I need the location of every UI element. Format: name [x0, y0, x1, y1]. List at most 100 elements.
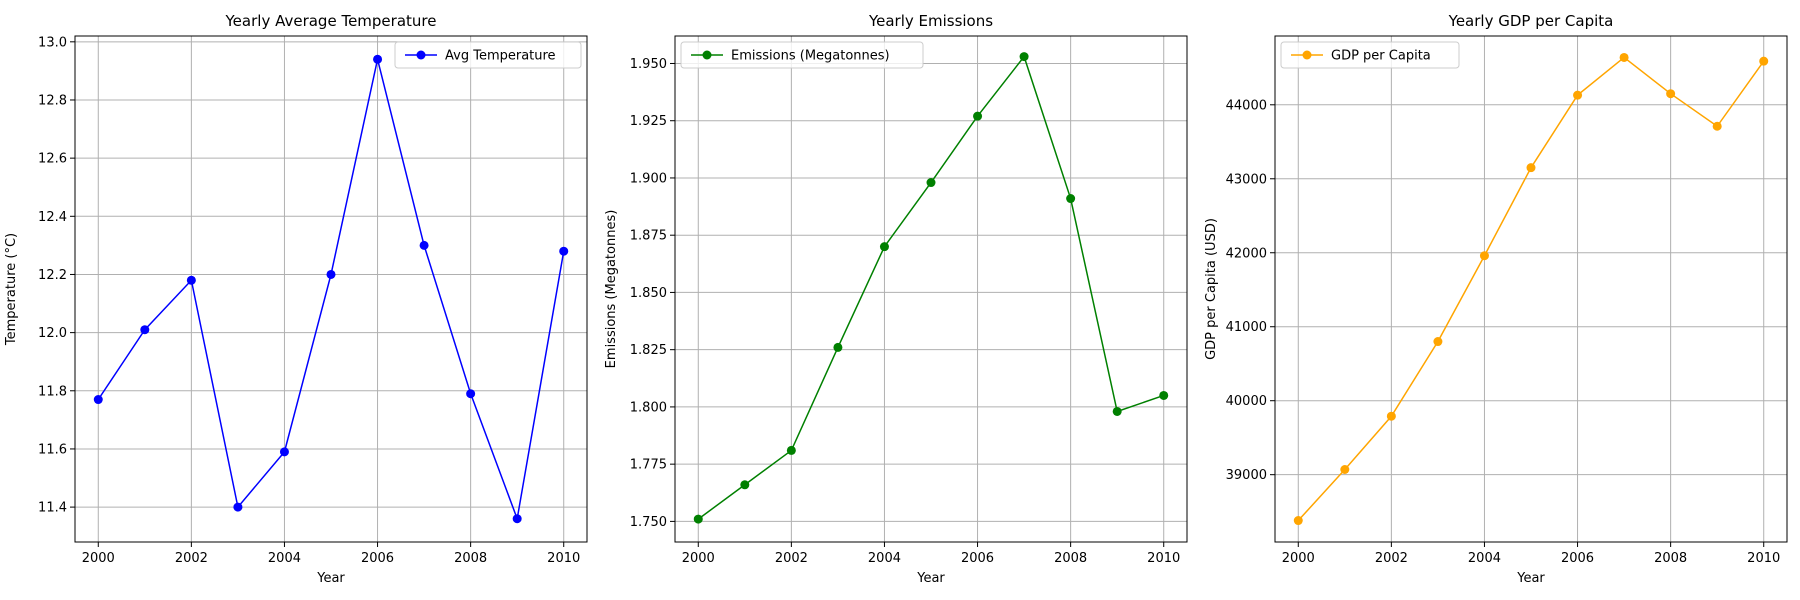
data-point — [1759, 56, 1769, 66]
y-tick-label: 12.8 — [38, 93, 67, 108]
y-tick-label: 12.4 — [38, 210, 67, 225]
data-point — [1293, 516, 1303, 526]
data-point — [1159, 390, 1169, 400]
legend-box — [680, 41, 924, 69]
x-tick-label: 2004 — [1468, 551, 1501, 566]
data-point — [279, 447, 289, 457]
legend-marker-swatch — [416, 50, 426, 60]
data-point — [373, 54, 383, 64]
x-tick-label: 2004 — [868, 551, 901, 566]
data-point — [186, 275, 196, 285]
data-point — [1019, 52, 1029, 62]
data-point — [512, 514, 522, 524]
chart-title: Yearly GDP per Capita — [1448, 12, 1614, 30]
data-point — [926, 178, 936, 188]
series-line — [697, 55, 1164, 520]
data-point — [1433, 337, 1443, 347]
legend-entry: Emissions (Megatonnes) — [731, 49, 890, 64]
data-point — [973, 111, 983, 121]
x-tick-label: 2002 — [1375, 551, 1408, 566]
data-point — [879, 242, 889, 252]
data-point — [693, 514, 703, 524]
y-axis-label: Emissions (Megatonnes) — [604, 210, 619, 369]
legend-box — [1280, 41, 1460, 69]
y-tick-label: 39000 — [1226, 468, 1267, 483]
x-tick-label: 2006 — [1561, 551, 1594, 566]
y-tick-label: 12.6 — [38, 152, 67, 167]
legend-box — [394, 41, 582, 69]
data-point — [1666, 89, 1676, 99]
data-point — [140, 325, 150, 335]
y-tick-label: 11.8 — [38, 384, 67, 399]
chart-1: 2000 2002 2004 2006 2008 2010 1.750 1.775 1.800 1… — [604, 12, 1188, 586]
data-point — [1712, 121, 1722, 131]
chart-title: Yearly Emissions — [868, 12, 993, 30]
y-tick-label: 40000 — [1226, 394, 1267, 409]
x-tick-label: 2006 — [961, 551, 994, 566]
legend: GDP per Capita — [1280, 41, 1460, 69]
chart-0: 2000 2002 2004 2006 2008 2010 11.4 11.6 11.8 12.0… — [4, 12, 588, 586]
data-point — [559, 246, 569, 256]
data-point — [1066, 194, 1076, 204]
data-point — [419, 240, 429, 250]
x-tick-label: 2000 — [1282, 551, 1315, 566]
data-point — [1112, 406, 1122, 416]
plot-frame — [1274, 35, 1788, 543]
legend: Avg Temperature — [394, 41, 582, 69]
x-axis-label: Year — [1516, 571, 1545, 586]
y-tick-label: 1.900 — [630, 171, 667, 186]
data-point — [1340, 465, 1350, 475]
y-tick-label: 1.775 — [630, 458, 667, 473]
x-tick-label: 2002 — [175, 551, 208, 566]
y-axis-label: GDP per Capita (USD) — [1204, 218, 1219, 360]
data-point — [833, 342, 843, 352]
y-tick-label: 1.950 — [630, 57, 667, 72]
x-tick-label: 2000 — [682, 551, 715, 566]
x-axis-label: Year — [316, 571, 345, 586]
y-tick-label: 13.0 — [38, 35, 67, 50]
legend-entry: Avg Temperature — [445, 49, 556, 64]
y-tick-label: 42000 — [1226, 246, 1267, 261]
x-tick-label: 2010 — [1147, 551, 1180, 566]
data-point — [1386, 411, 1396, 421]
legend-entry: GDP per Capita — [1331, 49, 1431, 64]
chart-2: 2000 2002 2004 2006 2008 2010 39000 40000 41000 4… — [1204, 12, 1788, 586]
y-tick-label: 1.875 — [630, 229, 667, 244]
x-axis-label: Year — [916, 571, 945, 586]
y-tick-label: 1.825 — [630, 343, 667, 358]
y-tick-label: 1.800 — [630, 400, 667, 415]
x-tick-label: 2006 — [361, 551, 394, 566]
x-tick-label: 2008 — [1654, 551, 1687, 566]
data-point — [326, 269, 336, 279]
data-point — [1479, 251, 1489, 261]
y-tick-label: 44000 — [1226, 98, 1267, 113]
y-tick-label: 1.925 — [630, 114, 667, 129]
series-line — [1297, 56, 1765, 522]
data-point — [1573, 90, 1583, 100]
plot-frame — [74, 35, 588, 543]
legend-marker-swatch — [702, 50, 712, 60]
legend: Emissions (Megatonnes) — [680, 41, 924, 69]
legend-marker-swatch — [1302, 50, 1312, 60]
chart-title: Yearly Average Temperature — [225, 12, 437, 30]
data-point — [740, 480, 750, 490]
y-tick-label: 43000 — [1226, 172, 1267, 187]
x-tick-label: 2008 — [454, 551, 487, 566]
y-tick-label: 11.6 — [38, 442, 67, 457]
x-tick-label: 2000 — [82, 551, 115, 566]
x-tick-label: 2010 — [547, 551, 580, 566]
y-axis-label: Temperature (°C) — [4, 233, 19, 346]
data-point — [1619, 52, 1629, 62]
data-point — [233, 502, 243, 512]
x-tick-label: 2010 — [1747, 551, 1780, 566]
x-tick-label: 2002 — [775, 551, 808, 566]
y-tick-label: 1.750 — [630, 515, 667, 530]
x-tick-label: 2008 — [1054, 551, 1087, 566]
data-point — [1526, 163, 1536, 173]
plot-frame — [674, 35, 1188, 543]
data-point — [93, 395, 103, 405]
data-point — [786, 445, 796, 455]
data-point — [466, 389, 476, 399]
y-tick-label: 12.0 — [38, 326, 67, 341]
